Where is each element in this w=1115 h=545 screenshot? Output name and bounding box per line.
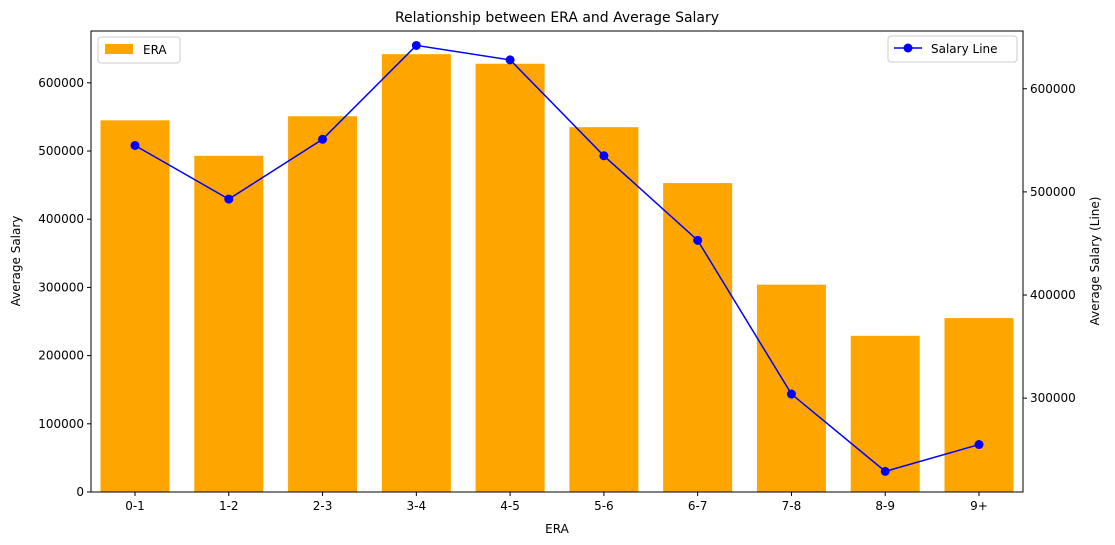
legend-marker-salary-line — [903, 43, 913, 53]
x-tick-label: 5-6 — [594, 499, 614, 513]
x-tick-label: 2-3 — [313, 499, 333, 513]
y-tick-label: 500000 — [38, 144, 84, 158]
line-point-0-1 — [130, 140, 140, 150]
line-layer — [130, 40, 984, 476]
bar-9+ — [944, 318, 1014, 492]
x-tick-label: 7-8 — [782, 499, 802, 513]
y-axis-right: 300000 400000 500000 600000 — [1023, 82, 1076, 405]
line-point-1-2 — [224, 194, 234, 204]
y-tick-label: 0 — [76, 485, 84, 499]
bars-layer — [100, 54, 1014, 492]
bar-8-9 — [850, 335, 920, 492]
legend-right-box — [887, 35, 1018, 63]
bar-6-7 — [663, 183, 733, 492]
y-tick-label: 100000 — [38, 417, 84, 431]
y2-tick-label: 300000 — [1030, 391, 1076, 405]
x-tick-label: 4-5 — [500, 499, 520, 513]
x-tick-label: 8-9 — [875, 499, 895, 513]
y-tick-label: 200000 — [38, 349, 84, 363]
line-point-5-6 — [599, 151, 609, 161]
legend-label-era: ERA — [143, 43, 167, 57]
x-tick-label: 1-2 — [219, 499, 239, 513]
y-tick-label: 600000 — [38, 76, 84, 90]
legend-right: Salary Line — [887, 35, 1018, 63]
y2-tick-label: 400000 — [1030, 288, 1076, 302]
bar-3-4 — [381, 54, 451, 492]
legend-left: ERA — [97, 36, 181, 64]
x-tick-label: 9+ — [970, 499, 988, 513]
y2-tick-label: 500000 — [1030, 185, 1076, 199]
bar-4-5 — [475, 63, 545, 492]
salary-line — [134, 44, 980, 473]
bar-0-1 — [100, 120, 170, 492]
legend-left-box — [97, 36, 181, 64]
line-point-8-9 — [880, 466, 890, 476]
legend-label-salary-line: Salary Line — [931, 42, 998, 56]
line-point-3-4 — [411, 40, 421, 50]
bar-7-8 — [756, 284, 826, 492]
y-axis-left: 0 100000 200000 300000 400000 500000 600000 — [38, 76, 91, 499]
bar-5-6 — [569, 127, 639, 492]
x-axis: 0-1 1-2 2-3 3-4 4-5 5-6 6-7 7-8 8-9 9+ — [125, 492, 988, 513]
x-axis-label: ERA — [545, 522, 569, 536]
line-point-2-3 — [318, 134, 328, 144]
chart-title: Relationship between ERA and Average Sal… — [395, 10, 719, 26]
line-point-6-7 — [693, 235, 703, 245]
x-tick-label: 6-7 — [688, 499, 708, 513]
plot-frame — [90, 30, 1024, 493]
y-tick-label: 300000 — [38, 280, 84, 294]
x-tick-label: 3-4 — [407, 499, 427, 513]
y2-tick-label: 600000 — [1030, 82, 1076, 96]
x-tick-label: 0-1 — [125, 499, 145, 513]
y2-axis-label: Average Salary (Line) — [1088, 197, 1102, 326]
y-tick-label: 400000 — [38, 212, 84, 226]
line-point-9+ — [974, 440, 984, 450]
bar-1-2 — [194, 155, 264, 492]
bar-2-3 — [288, 116, 358, 492]
legend-swatch-era — [105, 44, 133, 54]
line-point-7-8 — [786, 389, 796, 399]
y-axis-label: Average Salary — [9, 216, 23, 307]
line-point-4-5 — [505, 55, 515, 65]
